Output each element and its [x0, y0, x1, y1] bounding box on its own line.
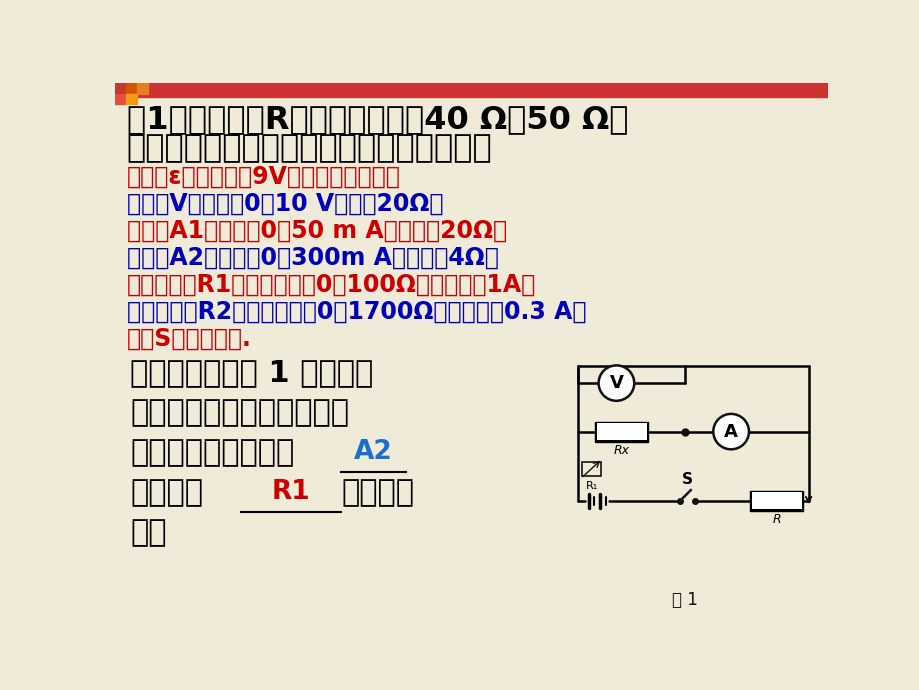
Bar [595, 422, 648, 442]
Text: 压值．在实验中应选: 压值．在实验中应选 [130, 439, 294, 468]
Bar [126, 94, 137, 104]
Text: R: R [772, 513, 780, 526]
Text: 间，需进一步测定其阻值，现有下列器材：: 间，需进一步测定其阻值，现有下列器材： [127, 133, 492, 164]
Text: R1: R1 [271, 479, 310, 504]
Bar [115, 83, 126, 94]
Text: V: V [608, 374, 623, 392]
Text: 滑动变阻: 滑动变阻 [341, 479, 414, 508]
Text: 器．: 器． [130, 519, 167, 548]
Text: 电流表和: 电流表和 [130, 479, 203, 508]
Text: 电流表A2，量程为0至300m A，内阻约4Ω；: 电流表A2，量程为0至300m A，内阻约4Ω； [127, 246, 498, 270]
Text: 电压表V，量程为0至10 V，内阻20Ω；: 电压表V，量程为0至10 V，内阻20Ω； [127, 192, 443, 216]
Circle shape [598, 366, 633, 401]
Text: A2: A2 [354, 439, 392, 464]
Text: 电流表A1，量程为0至50 m A，内阻约20Ω；: 电流表A1，量程为0至50 m A，内阻约20Ω； [127, 219, 506, 243]
Bar [596, 423, 646, 440]
Bar [115, 94, 126, 104]
Bar [582, 462, 600, 475]
Bar [750, 491, 802, 511]
Text: S: S [682, 472, 693, 487]
Text: 实验电路图如图 1 所示，实: 实验电路图如图 1 所示，实 [130, 359, 373, 388]
Text: 开关S及导线若干.: 开关S及导线若干. [127, 327, 251, 351]
Text: 验中要求多测几组电流、电: 验中要求多测几组电流、电 [130, 399, 349, 428]
Bar [137, 83, 147, 94]
Bar [115, 83, 827, 97]
Text: Rx: Rx [613, 444, 630, 457]
Text: 例1：有一电阻R，其阻值大约在40 Ω至50 Ω之: 例1：有一电阻R，其阻值大约在40 Ω至50 Ω之 [127, 104, 628, 135]
Text: A: A [723, 422, 737, 441]
Bar [126, 83, 137, 94]
Text: R₁: R₁ [584, 481, 597, 491]
Text: 图 1: 图 1 [671, 591, 697, 609]
Text: 滑动变阻器R1，阻值范围为0至100Ω，额定电流1A；: 滑动变阻器R1，阻值范围为0至100Ω，额定电流1A； [127, 273, 535, 297]
Text: 电池组ε，电动势为9V，内阻忽略不计；: 电池组ε，电动势为9V，内阻忽略不计； [127, 165, 400, 189]
Circle shape [712, 414, 748, 449]
Bar [751, 493, 800, 509]
Text: 滑动变阻器R2，阻值范围为0至1700Ω，额定电流0.3 A，: 滑动变阻器R2，阻值范围为0至1700Ω，额定电流0.3 A， [127, 300, 585, 324]
